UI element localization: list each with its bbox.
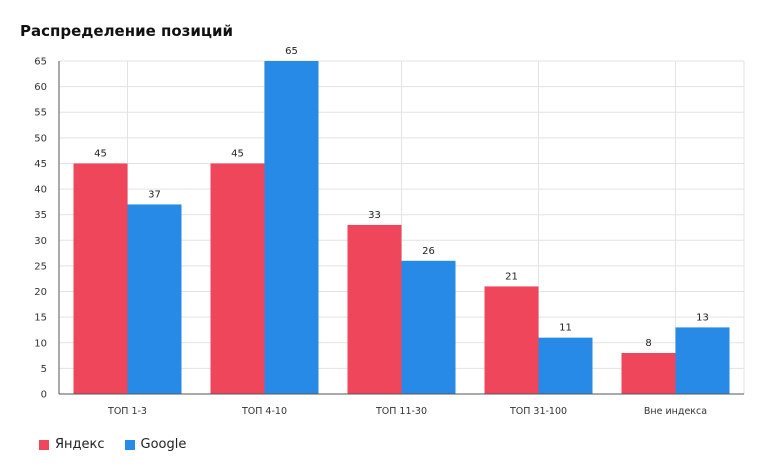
bar-value-label: 21 [505, 271, 518, 282]
legend-label-yandex: Яндекс [55, 437, 105, 452]
y-tick-label: 60 [34, 82, 47, 93]
x-tick-label: ТОП 1-3 [107, 406, 147, 417]
y-tick-label: 20 [34, 287, 47, 298]
y-tick-label: 30 [34, 236, 47, 247]
bar-value-label: 26 [422, 246, 435, 257]
bar-value-label: 33 [368, 210, 381, 221]
bars [73, 61, 730, 394]
data-labels: 45 37 45 65 33 26 21 11 8 13 [94, 46, 709, 349]
bar-google[interactable] [127, 204, 182, 394]
bar-value-label: 8 [645, 338, 651, 349]
y-tick-label: 65 [34, 57, 47, 68]
y-tick-label: 55 [34, 108, 47, 119]
bar-yandex[interactable] [210, 163, 265, 394]
y-tick-label: 10 [34, 338, 47, 349]
legend: Яндекс Google [39, 437, 206, 452]
y-tick-label: 15 [34, 313, 47, 324]
y-tick-label: 5 [41, 364, 47, 375]
x-tick-label: ТОП 4-10 [241, 406, 287, 417]
bar-value-label: 45 [94, 148, 107, 159]
axes: 0 5 10 15 20 25 30 35 40 45 50 55 60 65 ТОП 1-3 ТОП 4-1… [34, 57, 744, 417]
bar-google[interactable] [675, 327, 730, 394]
legend-label-google: Google [140, 437, 187, 452]
bar-value-label: 13 [696, 312, 709, 323]
legend-swatch-google [124, 439, 135, 450]
y-tick-label: 45 [34, 159, 47, 170]
bar-yandex[interactable] [621, 353, 676, 394]
x-tick-label: ТОП 31-100 [509, 406, 567, 417]
y-tick-label: 0 [41, 390, 47, 401]
legend-item-yandex[interactable]: Яндекс [39, 437, 105, 452]
legend-item-google[interactable]: Google [124, 437, 187, 452]
bar-google[interactable] [401, 260, 456, 394]
bar-google[interactable] [538, 337, 593, 394]
bar-value-label: 37 [148, 189, 161, 200]
bar-yandex[interactable] [484, 286, 539, 394]
x-tick-label: Вне индекса [644, 406, 707, 417]
bar-value-label: 65 [285, 46, 298, 57]
bar-yandex[interactable] [73, 163, 128, 394]
bar-google[interactable] [264, 61, 319, 394]
y-tick-label: 25 [34, 261, 47, 272]
legend-swatch-yandex [39, 439, 49, 450]
chart-title: Распределение позиций [20, 22, 234, 40]
bar-value-label: 11 [559, 323, 572, 334]
y-tick-label: 50 [34, 133, 47, 144]
x-tick-label: ТОП 11-30 [375, 406, 427, 417]
y-tick-label: 35 [34, 210, 47, 221]
bar-value-label: 45 [231, 148, 244, 159]
bar-yandex[interactable] [347, 224, 402, 394]
y-tick-label: 40 [34, 185, 47, 196]
bar-chart: 45 37 45 65 33 26 21 11 8 13 0 5 10 15 20 25 30 35 40 45 50… [34, 46, 745, 417]
